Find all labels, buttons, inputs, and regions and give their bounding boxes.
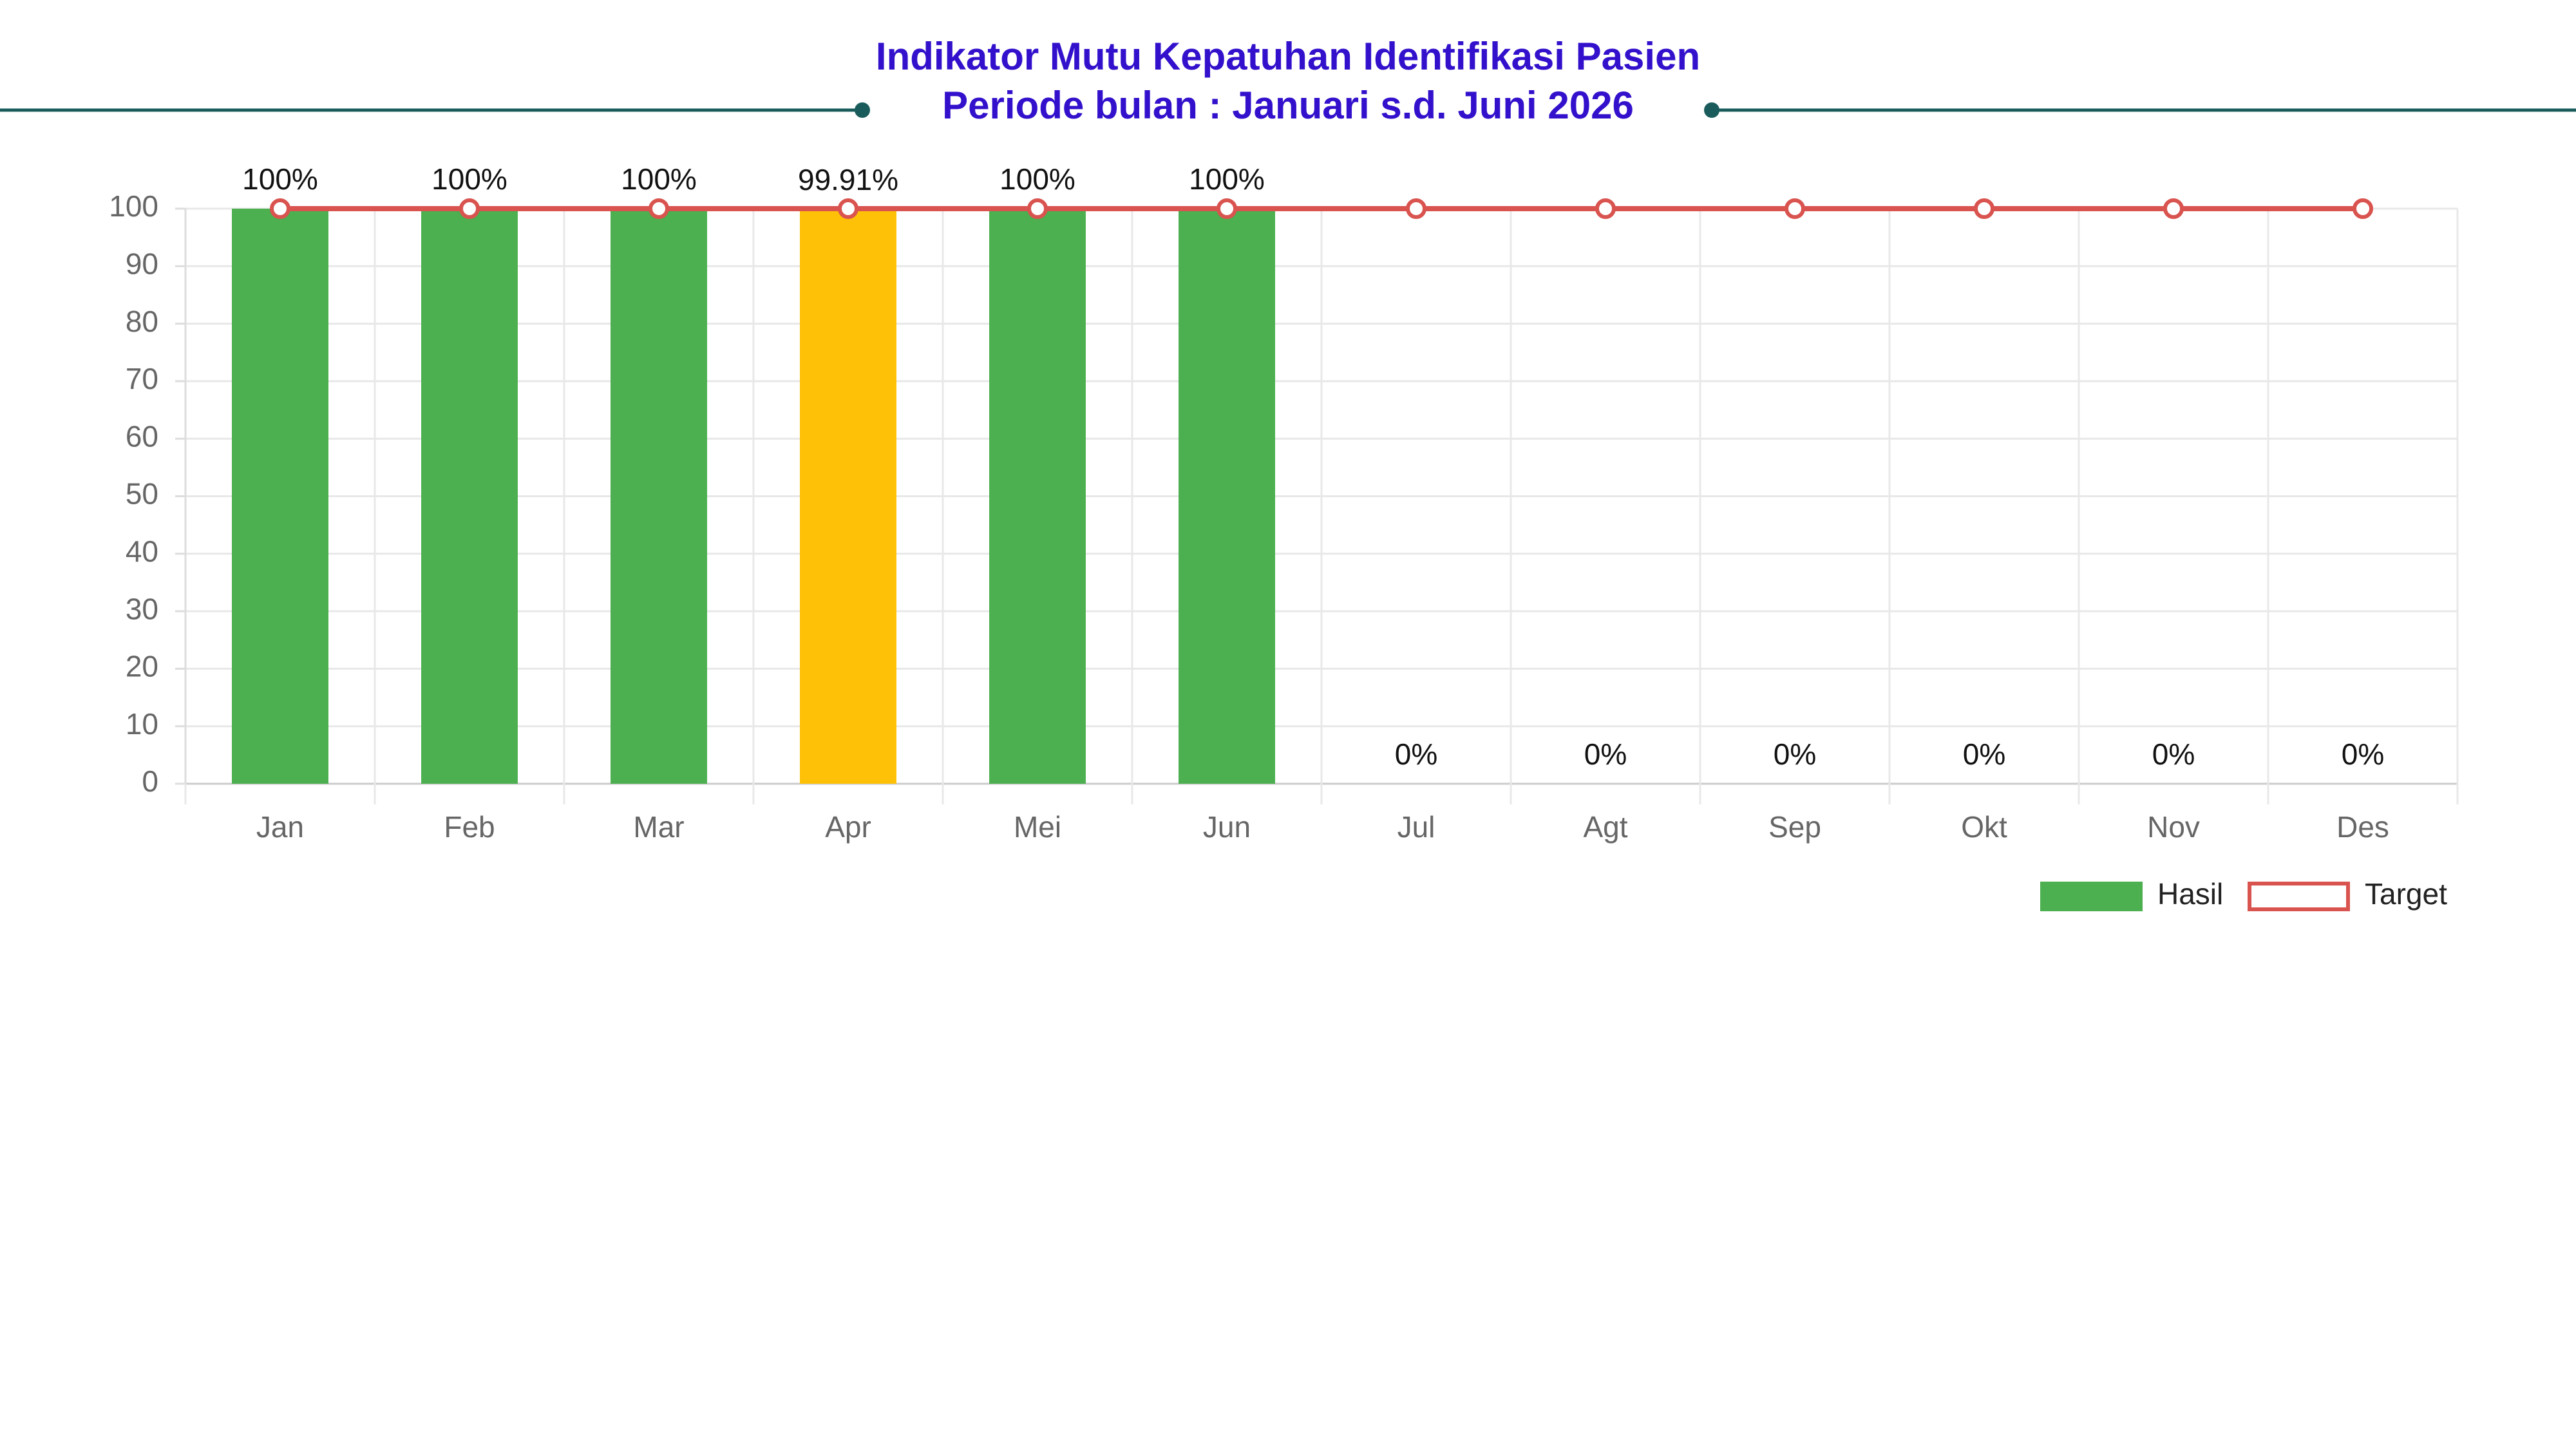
y-tick-label: 0 [142,764,158,798]
bar [989,209,1086,784]
line-point [2353,198,2373,219]
x-tick-label: Apr [825,810,871,844]
line-point [838,198,858,219]
title-decoration-dot [855,102,870,118]
data-label: 99.91% [798,163,898,196]
x-tick-label: Sep [1768,810,1821,844]
data-label: 100% [431,162,507,196]
y-tick-label: 80 [126,305,158,338]
legend-label: Hasil [2157,877,2223,911]
data-label: 100% [999,162,1075,196]
line-point [459,198,480,219]
line-point [1406,198,1426,219]
y-tick-label: 40 [126,535,158,568]
x-tick-label: Jul [1397,810,1435,844]
title-decoration-dot [1704,102,1719,118]
data-label: 100% [242,162,318,196]
y-tick-label: 30 [126,592,158,625]
legend-swatch [2040,882,2143,911]
y-tick-label: 20 [126,650,158,683]
data-label: 0% [1395,737,1437,771]
y-tick-label: 100 [109,189,158,223]
line-point [270,198,290,219]
y-tick-label: 90 [126,247,158,280]
x-tick-label: Feb [444,810,495,844]
y-tick-label: 10 [126,707,158,741]
data-label: 0% [1774,737,1816,771]
legend-label: Target [2365,877,2447,911]
x-tick-label: Nov [2147,810,2200,844]
line-point [1027,198,1048,219]
y-tick-label: 50 [126,477,158,511]
y-tick-label: 60 [126,419,158,453]
x-tick-label: Agt [1583,810,1627,844]
data-label: 0% [1963,737,2005,771]
x-tick-label: Jun [1203,810,1251,844]
line-point [649,198,669,219]
data-label: 0% [2152,737,2195,771]
line-point [1595,198,1616,219]
x-tick-label: Des [2336,810,2389,844]
legend-swatch [2248,882,2350,911]
data-label: 100% [621,162,697,196]
x-tick-label: Okt [1961,810,2007,844]
data-label: 100% [1189,162,1265,196]
data-label: 0% [2342,737,2384,771]
x-tick-label: Mei [1014,810,1061,844]
x-tick-label: Mar [633,810,684,844]
y-tick-label: 70 [126,362,158,395]
line-point [1217,198,1237,219]
chart-title: Indikator Mutu Kepatuhan Identifikasi Pa… [876,35,1700,78]
bar [232,209,328,784]
x-tick-label: Jan [256,810,304,844]
line-point [2163,198,2184,219]
line-point [1785,198,1805,219]
bar [611,209,707,784]
chart-subtitle: Periode bulan : Januari s.d. Juni 2026 [942,84,1634,127]
data-label: 0% [1584,737,1627,771]
bar [800,209,896,784]
bar [421,209,518,784]
bar [1179,209,1275,784]
line-point [1974,198,1994,219]
